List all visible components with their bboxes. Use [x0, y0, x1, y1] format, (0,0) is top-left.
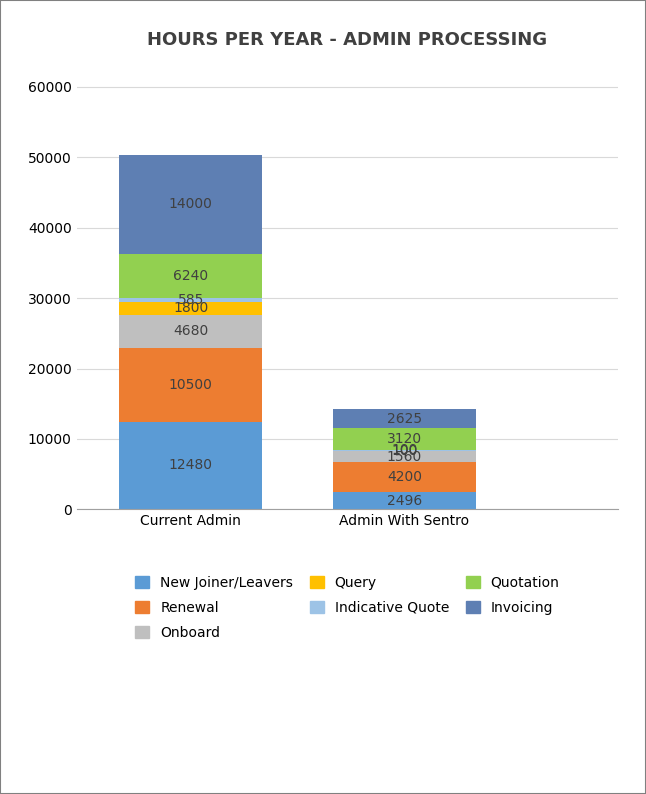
Text: 1560: 1560	[387, 449, 422, 464]
Bar	[120, 422, 262, 510]
Text: 14000: 14000	[169, 198, 213, 211]
Text: 12480: 12480	[169, 458, 213, 472]
Title: HOURS PER YEAR - ADMIN PROCESSING: HOURS PER YEAR - ADMIN PROCESSING	[147, 31, 547, 49]
Bar	[120, 254, 262, 298]
Text: 100: 100	[391, 444, 417, 458]
Text: 3120: 3120	[387, 432, 422, 446]
Text: 6240: 6240	[173, 269, 208, 283]
Bar	[120, 314, 262, 348]
Text: 1800: 1800	[173, 301, 208, 315]
Bar	[333, 451, 475, 462]
Text: 100: 100	[391, 443, 417, 457]
Text: 2625: 2625	[387, 411, 422, 426]
Bar	[120, 302, 262, 314]
Text: 2496: 2496	[387, 494, 422, 507]
Bar	[333, 462, 475, 491]
Text: 585: 585	[178, 293, 204, 306]
Bar	[120, 348, 262, 422]
Bar	[333, 410, 475, 428]
Bar	[120, 298, 262, 302]
Legend: New Joiner/Leavers, Renewal, Onboard, Query, Indicative Quote, Quotation, Invoic: New Joiner/Leavers, Renewal, Onboard, Qu…	[128, 569, 567, 647]
Text: 4680: 4680	[173, 324, 208, 338]
Bar	[120, 155, 262, 254]
Text: 4200: 4200	[387, 470, 422, 484]
Bar	[333, 491, 475, 510]
Text: 10500: 10500	[169, 377, 213, 391]
Bar	[333, 428, 475, 450]
